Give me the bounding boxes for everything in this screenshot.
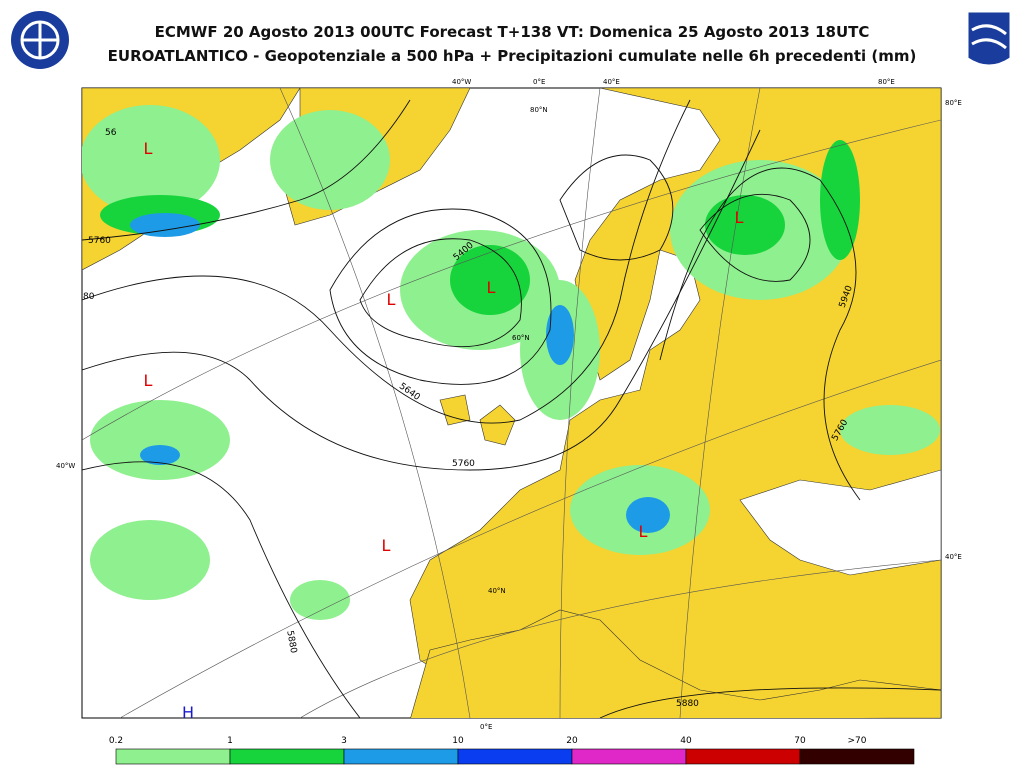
legend-swatch bbox=[343, 748, 459, 765]
legend-label: 3 bbox=[341, 736, 347, 746]
legend-swatch bbox=[685, 748, 801, 765]
contour-label: 5760 bbox=[88, 236, 111, 246]
legend-label: 1 bbox=[227, 736, 233, 746]
legend-swatch bbox=[115, 748, 231, 765]
legend-swatch bbox=[799, 748, 915, 765]
contour-label: 5880 bbox=[284, 630, 298, 655]
low-center: L bbox=[639, 522, 648, 541]
coord-label: 40°E bbox=[603, 78, 620, 86]
low-center: L bbox=[144, 371, 153, 390]
coord-label: 40°W bbox=[56, 462, 75, 470]
map: 40°W 0°E 40°E 80°E 80°E 40°W 40°E 0°E 80… bbox=[56, 78, 962, 731]
coord-label: 0°E bbox=[480, 723, 492, 731]
legend-label: 40 bbox=[680, 736, 692, 746]
title-line2: EUROATLANTICO - Geopotenziale a 500 hPa … bbox=[108, 47, 917, 65]
coord-label: 40°W bbox=[452, 78, 471, 86]
legend-label: 0.2 bbox=[109, 736, 123, 746]
legend-label: >70 bbox=[848, 736, 867, 746]
legend-swatch bbox=[571, 748, 687, 765]
low-center: L bbox=[487, 278, 496, 297]
legend-swatch bbox=[457, 748, 573, 765]
legend-label: 70 bbox=[794, 736, 806, 746]
coord-label: 80°E bbox=[945, 99, 962, 107]
coord-label: 40°N bbox=[488, 587, 506, 595]
legend-swatch bbox=[229, 748, 345, 765]
title-line1: ECMWF 20 Agosto 2013 00UTC Forecast T+13… bbox=[155, 23, 870, 41]
low-center: L bbox=[735, 208, 744, 227]
contour-label: 80 bbox=[83, 292, 95, 302]
coord-label: 0°E bbox=[533, 78, 545, 86]
low-center: L bbox=[144, 139, 153, 158]
legend-label: 10 bbox=[452, 736, 464, 746]
high-center: H bbox=[182, 703, 194, 722]
coord-label: 80°N bbox=[530, 106, 548, 114]
logo-left bbox=[11, 11, 69, 69]
coord-label: 60°N bbox=[512, 334, 530, 342]
contour-label: 5880 bbox=[676, 699, 699, 709]
logo-right bbox=[967, 11, 1011, 66]
coord-label: 80°E bbox=[878, 78, 895, 86]
legend-label: 20 bbox=[566, 736, 578, 746]
low-center: L bbox=[387, 290, 396, 309]
low-center: L bbox=[382, 536, 391, 555]
coord-label: 40°E bbox=[945, 553, 962, 561]
precipitation-legend: 0.2 1 3 10 20 40 70 >70 bbox=[109, 736, 915, 765]
contour-label: 5760 bbox=[452, 459, 475, 469]
contour-label: 56 bbox=[105, 128, 117, 138]
